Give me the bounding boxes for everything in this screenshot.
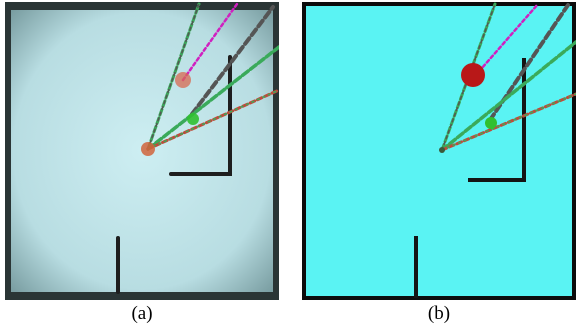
panel-b-ray-magenta: [473, 2, 540, 78]
panel-a-ray-gray-upper: [190, 5, 275, 116]
panel-b-walls: [414, 58, 526, 298]
caption-a: (a): [131, 303, 153, 324]
panel-a-green-target: [187, 113, 199, 125]
panel-b-ray-green-low: [441, 93, 576, 151]
panel-a-ray-green-low: [147, 89, 279, 150]
panel-b-robot-origin: [439, 147, 445, 153]
caption-b: (b): [427, 303, 451, 324]
panel-b-red-object: [461, 63, 485, 87]
panel-a-ray-magenta: [181, 2, 239, 82]
panel-a-rays: [146, 2, 279, 151]
panel-a-camera-image: [5, 2, 279, 300]
panel-a-l-wall: [169, 55, 232, 176]
panel-a-walls: [116, 55, 232, 294]
panel-b-arena: [306, 6, 572, 296]
panel-a-red-object: [175, 72, 191, 88]
panel-b-green-target: [485, 117, 497, 129]
panel-b-ray-green-mid: [440, 40, 576, 152]
panel-b-segmented-image: [302, 2, 576, 300]
panel-b-scene: [302, 2, 576, 300]
panel-b-l-wall: [468, 58, 526, 182]
panel-a-ray-green-mid: [146, 45, 279, 151]
panel-b-rays: [440, 2, 576, 152]
panel-a-scene: [5, 2, 279, 300]
panel-a-robot: [141, 142, 155, 156]
panel-a-ray-gray-steep: [147, 3, 200, 150]
